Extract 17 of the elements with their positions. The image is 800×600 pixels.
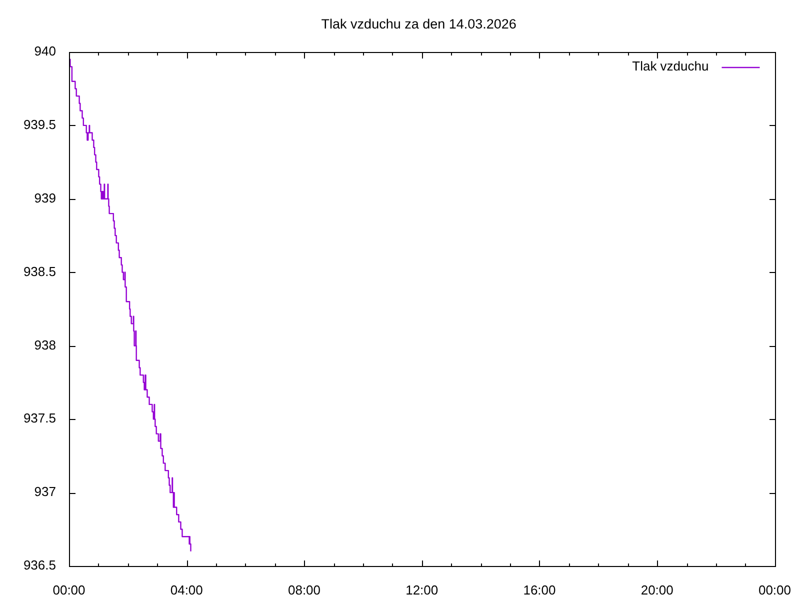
x-tick-label: 08:00 [288, 582, 321, 598]
y-tick-label: 939 [34, 190, 56, 206]
x-tick-label: 00:00 [52, 582, 86, 598]
y-tick-label: 937.5 [23, 410, 56, 426]
y-tick-label: 940 [34, 44, 56, 59]
y-tick-label: 937 [34, 484, 56, 500]
y-tick-label: 939.5 [23, 117, 56, 132]
x-tick-label: 12:00 [406, 582, 438, 598]
y-tick-label: 938 [34, 337, 56, 352]
x-tick-label: 16:00 [523, 582, 556, 598]
y-tick-label: 936.5 [23, 558, 56, 573]
y-tick-label: 938.5 [23, 264, 56, 279]
x-tick-label: 00:00 [758, 582, 792, 598]
legend-label: Tlak vzduchu [632, 58, 709, 74]
x-tick-label: 20:00 [640, 582, 674, 598]
chart-title: Tlak vzduchu za den 14.03.2026 [321, 16, 516, 32]
x-tick-label: 04:00 [170, 582, 203, 598]
